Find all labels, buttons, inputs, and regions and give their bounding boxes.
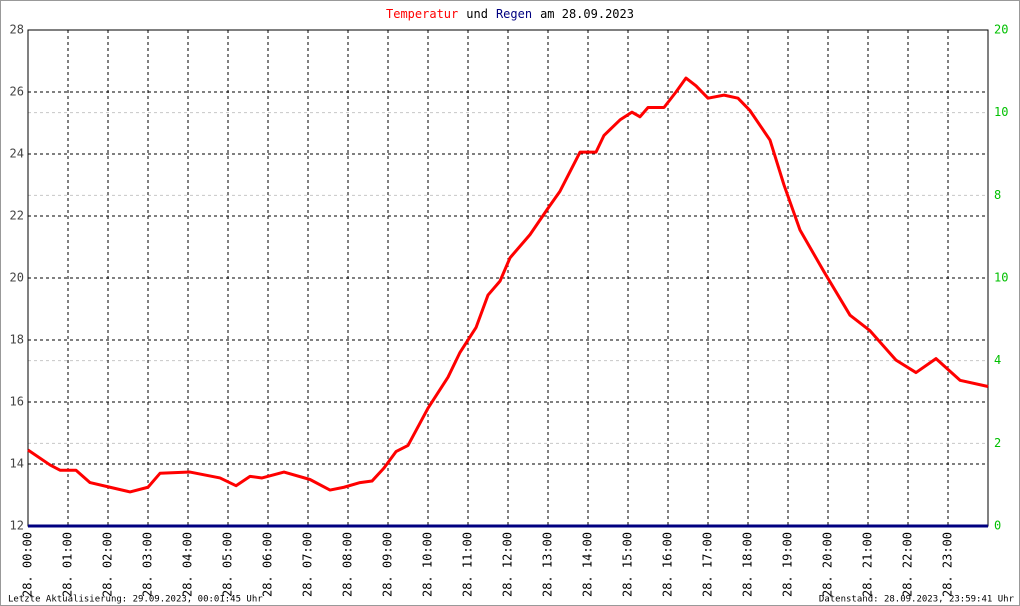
x-tick-label: 28. 23:00 xyxy=(941,532,955,597)
y-tick-label: 24 xyxy=(10,147,24,161)
footer-left: Letzte Aktualisierung: 29.09.2023, 00:01… xyxy=(8,595,263,605)
x-tick-label: 28. 12:00 xyxy=(501,532,515,597)
title-part: am 28.09.2023 xyxy=(540,7,634,21)
y2-tick-label: 2 xyxy=(994,436,1001,450)
y-tick-label: 28 xyxy=(10,23,24,37)
x-tick-label: 28. 17:00 xyxy=(701,532,715,597)
y-tick-label: 18 xyxy=(10,333,24,347)
y2-tick-label: 0 xyxy=(994,519,1001,533)
x-tick-label: 28. 18:00 xyxy=(741,532,755,597)
x-tick-label: 28. 06:00 xyxy=(261,532,275,597)
title-part: und xyxy=(466,7,488,21)
y-tick-label: 20 xyxy=(10,271,24,285)
y2-tick-label: 10 xyxy=(994,105,1008,119)
x-tick-label: 28. 21:00 xyxy=(861,532,875,597)
x-tick-label: 28. 07:00 xyxy=(301,532,315,597)
x-tick-label: 28. 13:00 xyxy=(541,532,555,597)
x-tick-label: 28. 04:00 xyxy=(181,532,195,597)
y-tick-label: 16 xyxy=(10,395,24,409)
x-tick-label: 28. 14:00 xyxy=(581,532,595,597)
line xyxy=(27,76,989,494)
footer-right: Datenstand: 28.09.2023, 23:59:41 Uhr xyxy=(819,595,1015,605)
x-tick-label: 28. 02:00 xyxy=(101,532,115,597)
x-tick-label: 28. 09:00 xyxy=(381,532,395,597)
x-tick-label: 28. 20:00 xyxy=(821,532,835,597)
title-part: Temperatur xyxy=(386,7,458,21)
y2-tick-label: 10 xyxy=(994,271,1008,285)
y2-tick-label: 4 xyxy=(994,353,1001,367)
x-tick-label: 28. 05:00 xyxy=(221,532,235,597)
y2-tick-label: 20 xyxy=(994,23,1008,37)
chart-title: Temperatur und Regen am 28.09.2023 xyxy=(386,7,634,21)
x-tick-label: 28. 22:00 xyxy=(901,532,915,597)
x-tick-label: 28. 15:00 xyxy=(621,532,635,597)
x-tick-label: 28. 10:00 xyxy=(421,532,435,597)
y2-tick-label: 8 xyxy=(994,188,1001,202)
y-tick-label: 14 xyxy=(10,457,24,471)
x-tick-label: 28. 03:00 xyxy=(141,532,155,597)
x-tick-label: 28. 00:00 xyxy=(21,532,35,597)
x-tick-label: 28. 08:00 xyxy=(341,532,355,597)
y-tick-label: 22 xyxy=(10,209,24,223)
y-tick-label: 12 xyxy=(10,519,24,533)
x-tick-label: 28. 01:00 xyxy=(61,532,75,597)
x-tick-label: 28. 19:00 xyxy=(781,532,795,597)
x-tick-label: 28. 16:00 xyxy=(661,532,675,597)
title-part: Regen xyxy=(496,7,532,21)
x-tick-label: 28. 11:00 xyxy=(461,532,475,597)
y-tick-label: 26 xyxy=(10,85,24,99)
